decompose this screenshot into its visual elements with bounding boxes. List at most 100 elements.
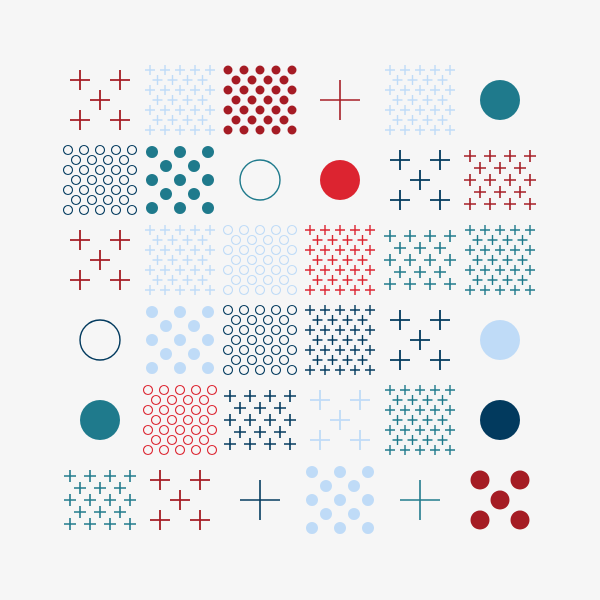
ring-mark <box>254 264 266 276</box>
tile-ring-single <box>239 159 281 201</box>
plus-mark <box>205 265 215 275</box>
plus-mark <box>465 265 475 275</box>
dot-mark <box>306 494 318 506</box>
ring-mark <box>222 244 234 256</box>
dot-mark <box>239 125 249 135</box>
plus-mark <box>350 345 360 355</box>
plus-mark <box>430 310 450 330</box>
ring-mark <box>70 194 82 206</box>
ring-mark <box>150 434 162 446</box>
dot-mark <box>362 522 374 534</box>
dot-mark <box>174 334 186 346</box>
plus-mark <box>494 186 506 198</box>
plus-mark <box>335 305 345 315</box>
ring-mark <box>158 404 170 416</box>
plus-mark <box>145 285 155 295</box>
ring-mark <box>110 164 122 176</box>
plus-mark <box>64 494 76 506</box>
ring-mark <box>238 284 250 296</box>
ring-mark <box>182 414 194 426</box>
tile-dot-medium <box>146 146 214 214</box>
plus-mark <box>357 315 368 325</box>
ring-mark <box>278 334 290 346</box>
dot-mark <box>239 65 249 75</box>
tile-plus-dense <box>465 225 535 295</box>
plus-mark <box>145 245 155 255</box>
plus-mark <box>284 390 296 402</box>
dot-mark <box>174 362 186 374</box>
tile-plus-quincunx <box>310 390 370 450</box>
dot-mark <box>146 146 158 158</box>
plus-mark <box>445 85 455 95</box>
plus-mark <box>384 278 396 290</box>
plus-mark <box>305 245 315 255</box>
ring-mark <box>254 344 266 356</box>
ring-mark <box>158 424 170 436</box>
dot-mark <box>362 466 374 478</box>
plus-mark <box>205 245 215 255</box>
ring-mark <box>270 284 282 296</box>
plus-mark <box>190 85 200 95</box>
dot-mark <box>160 160 172 172</box>
plus-mark <box>415 105 425 115</box>
plus-mark <box>70 110 90 130</box>
dot-mark <box>470 470 490 490</box>
plus-mark <box>385 65 395 75</box>
ring-mark <box>118 174 130 186</box>
dot-mark <box>334 494 346 506</box>
plus-mark <box>365 225 375 235</box>
plus-mark <box>390 350 410 370</box>
ring-mark <box>270 224 282 236</box>
plus-mark <box>205 105 215 115</box>
plus-mark <box>145 125 155 135</box>
plus-mark <box>424 278 436 290</box>
ring-mark <box>262 254 274 266</box>
plus-mark <box>472 275 483 285</box>
plus-mark <box>327 235 338 245</box>
plus-mark <box>504 150 516 162</box>
dot-mark <box>306 522 318 534</box>
ring-mark <box>86 194 98 206</box>
ring-mark <box>79 319 121 361</box>
plus-mark <box>110 230 130 250</box>
plus-mark <box>422 115 433 125</box>
ring-mark <box>174 384 186 396</box>
dot-mark <box>320 508 332 520</box>
plus-mark <box>335 265 345 275</box>
plus-mark <box>167 255 178 265</box>
dot-mark <box>510 470 530 490</box>
plus-mark <box>434 266 446 278</box>
dot-mark <box>271 105 281 115</box>
ring-mark <box>86 154 98 166</box>
tile-plus-dense <box>305 305 375 375</box>
plus-mark <box>312 275 323 285</box>
plus-mark <box>365 305 375 315</box>
plus-mark <box>445 125 455 135</box>
ring-mark <box>198 434 210 446</box>
dot-mark <box>202 174 214 186</box>
plus-mark <box>504 174 516 186</box>
plus-mark <box>254 426 266 438</box>
plus-mark <box>357 355 368 365</box>
plus-mark <box>502 255 513 265</box>
plus-mark <box>342 275 353 285</box>
plus-mark <box>175 225 185 235</box>
plus-mark <box>510 225 520 235</box>
dot-mark <box>80 400 120 440</box>
plus-mark <box>495 285 505 295</box>
dot-mark <box>263 95 273 105</box>
ring-mark <box>262 314 274 326</box>
plus-mark <box>524 198 536 210</box>
ring-mark <box>94 184 106 196</box>
plus-mark <box>514 186 526 198</box>
tile-ring-dense <box>222 304 298 376</box>
plus-mark <box>342 315 353 325</box>
ring-mark <box>222 364 234 376</box>
plus-mark <box>312 255 323 265</box>
plus-mark <box>365 265 375 275</box>
ring-mark <box>62 164 74 176</box>
dot-mark <box>174 146 186 158</box>
dot-mark <box>146 306 158 318</box>
plus-mark <box>190 285 200 295</box>
